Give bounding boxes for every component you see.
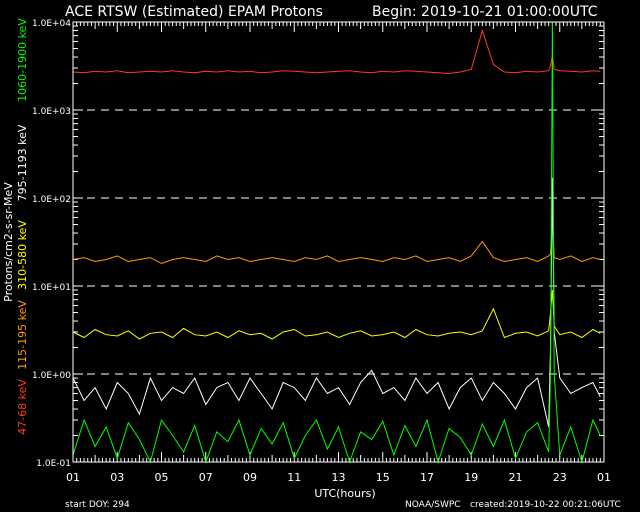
x-tick-label: 15 xyxy=(376,471,390,484)
x-tick-label: 09 xyxy=(243,471,257,484)
y-tick-label: 1.0E+03 xyxy=(32,107,71,117)
series-label: 47-68 keV xyxy=(16,379,29,435)
series-line-47-68-kev xyxy=(72,28,601,75)
x-tick-labels: 01 03 05 07 09 11 13 15 17 19 21 23 01 xyxy=(66,471,611,484)
plot-frame xyxy=(72,21,605,463)
series-label: 115-195 keV xyxy=(16,300,29,370)
y-tick-label: 1.0E-01 xyxy=(36,459,71,469)
start-doy: start DOY: 294 xyxy=(65,500,130,510)
x-tick-label: 13 xyxy=(332,471,346,484)
series-line-795-1193-kev xyxy=(72,177,601,428)
series-line-115-195-kev xyxy=(72,217,601,265)
begin-time: Begin: 2019-10-21 01:00:00UTC xyxy=(372,4,598,20)
x-tick-label: 05 xyxy=(155,471,169,484)
y-tick-label: 1.0E+04 xyxy=(32,19,71,29)
x-axis-label: UTC(hours) xyxy=(314,487,375,500)
y-tick-label: 1.0E+00 xyxy=(32,371,71,381)
y-axis-label: Protons/cm2-s-sr-MeV xyxy=(2,182,15,302)
x-tick-label: 07 xyxy=(199,471,213,484)
series-line-1060-1900-kev xyxy=(72,21,601,464)
x-tick-label: 23 xyxy=(553,471,567,484)
chart-title: ACE RTSW (Estimated) EPAM Protons xyxy=(65,4,323,20)
created-timestamp: created:2019-10-22 00:21:06UTC xyxy=(470,500,621,510)
x-tick-label: 19 xyxy=(464,471,478,484)
grid-lines xyxy=(73,109,604,375)
series-lines xyxy=(72,21,601,464)
source-label: NOAA/SWPC xyxy=(405,500,461,510)
y-tick-label: 1.0E+02 xyxy=(32,195,71,205)
y-tick-labels: 1.0E-01 1.0E+00 1.0E+01 1.0E+02 1.0E+03 1.0E+… xyxy=(32,19,71,469)
series-labels: 47-68 keV 115-195 keV 310-580 keV 795-1193 … xyxy=(16,18,29,435)
x-tick-label: 11 xyxy=(287,471,301,484)
series-line-310-580-kev xyxy=(72,289,601,340)
axis-ticks xyxy=(72,22,605,463)
y-tick-label: 1.0E+01 xyxy=(32,283,71,293)
x-tick-label: 21 xyxy=(509,471,523,484)
series-label: 795-1193 keV xyxy=(16,124,29,201)
series-label: 1060-1900 keV xyxy=(16,18,29,102)
x-tick-label: 03 xyxy=(110,471,124,484)
series-label: 310-580 keV xyxy=(16,220,29,290)
x-tick-label: 01 xyxy=(597,471,611,484)
x-tick-label: 17 xyxy=(420,471,434,484)
x-tick-label: 01 xyxy=(66,471,80,484)
